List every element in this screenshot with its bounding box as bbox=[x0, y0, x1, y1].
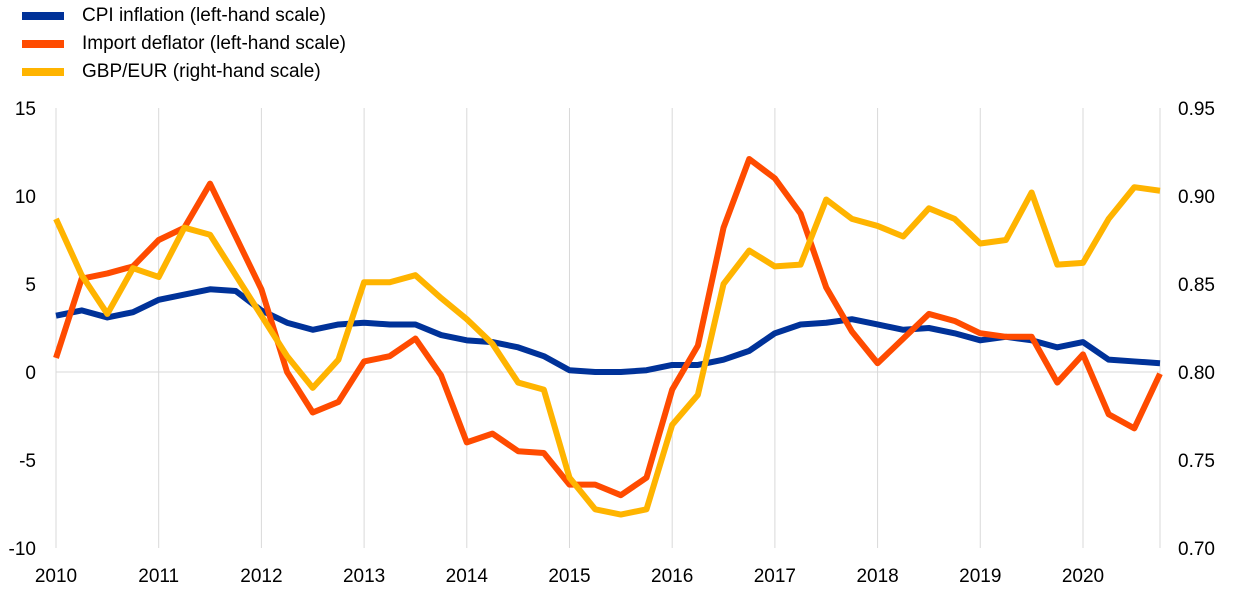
x-tick-label: 2013 bbox=[343, 566, 385, 587]
x-tick-label: 2011 bbox=[138, 566, 179, 587]
x-tick-label: 2017 bbox=[754, 566, 796, 587]
right-tick-label: 0.90 bbox=[1178, 187, 1215, 208]
right-tick-label: 0.75 bbox=[1178, 451, 1215, 472]
x-tick-label: 2014 bbox=[446, 566, 489, 587]
legend-item-cpi-inflation: CPI inflation (left-hand scale) bbox=[22, 2, 346, 30]
right-tick-label: 0.70 bbox=[1178, 539, 1215, 560]
chart-legend: CPI inflation (left-hand scale) Import d… bbox=[22, 2, 346, 86]
legend-label-gbp-eur: GBP/EUR (right-hand scale) bbox=[82, 61, 321, 82]
x-tick-label: 2012 bbox=[240, 566, 282, 587]
legend-item-import-deflator: Import deflator (left-hand scale) bbox=[22, 30, 346, 58]
x-tick-label: 2019 bbox=[959, 566, 1001, 587]
legend-label-cpi-inflation: CPI inflation (left-hand scale) bbox=[82, 5, 326, 26]
series-line-cpi-inflation bbox=[55, 286, 1161, 375]
left-tick-label: 10 bbox=[15, 187, 36, 208]
right-tick-label: 0.85 bbox=[1178, 275, 1215, 296]
series-line-import-deflator bbox=[53, 156, 1163, 499]
left-tick-label: -10 bbox=[9, 539, 36, 560]
chart-series bbox=[53, 156, 1163, 518]
x-tick-label: 2018 bbox=[856, 566, 898, 587]
left-tick-label: 15 bbox=[15, 99, 36, 120]
left-axis: 15 10 5 0 -5 -10 bbox=[9, 99, 36, 560]
x-tick-label: 2010 bbox=[35, 566, 77, 587]
legend-label-import-deflator: Import deflator (left-hand scale) bbox=[82, 33, 347, 54]
legend-swatch-import-deflator bbox=[22, 40, 64, 48]
x-tick-label: 2016 bbox=[651, 566, 693, 587]
left-tick-label: 5 bbox=[25, 275, 36, 296]
legend-item-gbp-eur: GBP/EUR (right-hand scale) bbox=[22, 58, 346, 86]
x-tick-label: 2020 bbox=[1062, 566, 1104, 587]
series-line-gbp-eur bbox=[53, 184, 1161, 518]
right-tick-label: 0.80 bbox=[1178, 363, 1215, 384]
x-axis: 2010 2011 2012 2013 2014 2015 2016 2017 2018 2019… bbox=[35, 566, 1104, 587]
right-tick-label: 0.95 bbox=[1178, 99, 1215, 120]
legend-swatch-cpi-inflation bbox=[22, 12, 64, 20]
right-axis: 0.95 0.90 0.85 0.80 0.75 0.70 bbox=[1178, 99, 1215, 560]
legend-swatch-gbp-eur bbox=[22, 68, 64, 76]
chart-grid bbox=[55, 108, 1161, 548]
left-tick-label: 0 bbox=[25, 363, 36, 384]
left-tick-label: -5 bbox=[19, 451, 36, 472]
x-tick-label: 2015 bbox=[548, 566, 590, 587]
